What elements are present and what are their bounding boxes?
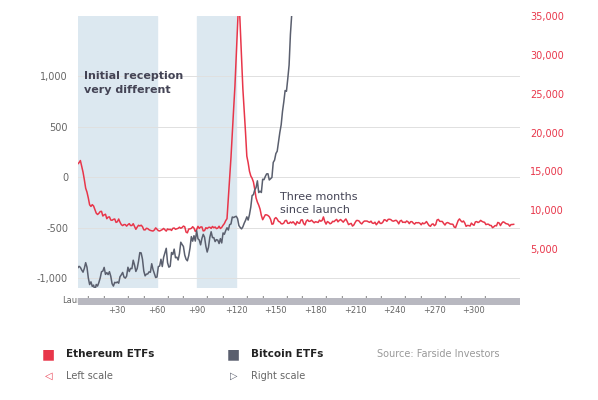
- Text: ■: ■: [42, 347, 55, 361]
- Text: Left scale: Left scale: [66, 371, 112, 381]
- Text: Source: Farside Investors: Source: Farside Investors: [377, 349, 499, 359]
- Bar: [197, 16, 236, 288]
- Text: Right scale: Right scale: [251, 371, 306, 381]
- Text: Initial reception
very different: Initial reception very different: [84, 72, 184, 95]
- Bar: [78, 16, 157, 288]
- Text: ▷: ▷: [230, 371, 238, 381]
- Text: Three months
since launch: Three months since launch: [280, 192, 358, 216]
- Text: Bitcoin ETFs: Bitcoin ETFs: [251, 349, 324, 359]
- Text: ◁: ◁: [45, 371, 53, 381]
- Text: Ethereum ETFs: Ethereum ETFs: [66, 349, 154, 359]
- Text: ■: ■: [227, 347, 240, 361]
